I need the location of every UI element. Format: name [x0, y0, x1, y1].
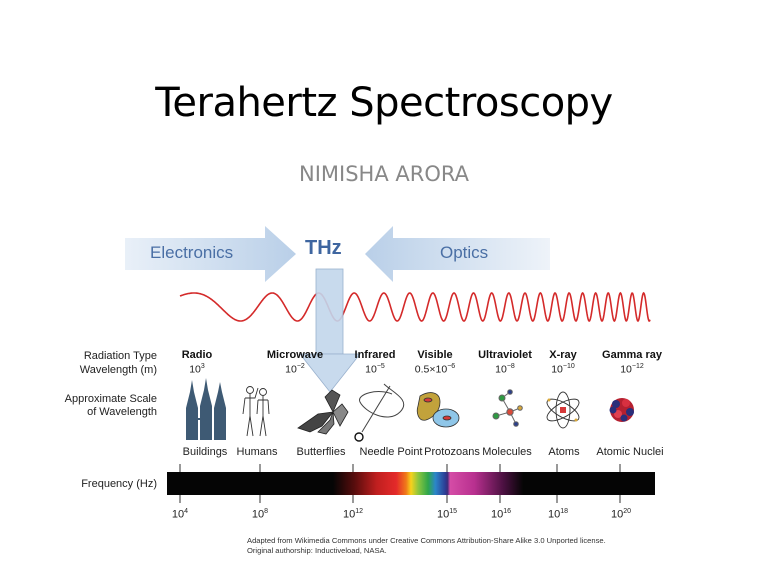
- credit-line-1: Adapted from Wikimedia Commons under Cre…: [247, 536, 606, 545]
- slide-title: Terahertz Spectroscopy: [155, 80, 613, 126]
- slide-subtitle: NIMISHA ARORA: [299, 162, 469, 186]
- electronics-label: Electronics: [150, 243, 234, 262]
- scale-butterflies: Butterflies: [296, 446, 346, 458]
- freq-tick-label: 1016: [490, 508, 512, 521]
- scale-label-line1: Approximate Scale: [64, 393, 157, 405]
- atom-icon: [546, 391, 580, 429]
- scale-buildings: Buildings: [182, 446, 228, 458]
- band-wavelength-visible: 0.5×10−6: [414, 363, 456, 376]
- freq-tick-label: 1012: [342, 508, 364, 521]
- nucleus-icon: [609, 398, 634, 422]
- scale-molecules: Molecules: [482, 446, 532, 458]
- wave-curve: [179, 291, 651, 323]
- frequency-bar: [167, 464, 655, 503]
- buildings-icon: [186, 378, 226, 440]
- band-type-microwave: Microwave: [266, 349, 324, 361]
- thz-label: THz: [305, 237, 342, 259]
- humans-icon: [242, 386, 270, 437]
- band-type-visible: Visible: [417, 349, 453, 361]
- band-type-ultraviolet: Ultraviolet: [478, 349, 532, 361]
- scale-atomic-nuclei: Atomic Nuclei: [596, 446, 664, 458]
- optics-arrow: [365, 226, 550, 282]
- band-type-infrared: Infrared: [354, 349, 396, 361]
- scale-needle-point: Needle Point: [359, 446, 423, 458]
- freq-tick-label: 108: [251, 508, 269, 521]
- band-wavelength-infrared: 10−5: [365, 363, 385, 376]
- frequency-label: Frequency (Hz): [81, 478, 157, 490]
- band-wavelength-microwave: 10−2: [285, 363, 305, 376]
- freq-tick-label: 1020: [610, 508, 632, 521]
- scale-label-line2: of Wavelength: [87, 406, 157, 418]
- scale-humans: Humans: [236, 446, 278, 458]
- figure-credit: Adapted from Wikimedia Commons under Cre…: [247, 536, 606, 556]
- band-type-xray: X-ray: [549, 349, 577, 361]
- band-wavelength-radio: 103: [189, 363, 205, 376]
- radiation-type-label: Radiation Type: [83, 350, 157, 362]
- band-type-radio: Radio: [181, 349, 213, 361]
- needle-icon: [354, 383, 405, 442]
- optics-label: Optics: [440, 243, 489, 262]
- scale-protozoans: Protozoans: [424, 446, 480, 458]
- band-wavelength-ultraviolet: 10−8: [495, 363, 515, 376]
- freq-tick-label: 1018: [547, 508, 569, 521]
- thz-arrow: [299, 268, 361, 393]
- protozoa-icon: [416, 392, 460, 428]
- band-wavelength-xray: 10−10: [551, 363, 575, 376]
- molecule-icon: [492, 389, 523, 427]
- wavelength-label: Wavelength (m): [79, 364, 157, 376]
- scale-atoms: Atoms: [548, 446, 580, 458]
- band-type-gamma: Gamma ray: [602, 349, 662, 361]
- electronics-arrow: [125, 226, 296, 282]
- butterfly-icon: [297, 389, 349, 435]
- band-wavelength-gamma: 10−12: [620, 363, 644, 376]
- freq-tick-label: 104: [171, 508, 189, 521]
- credit-line-2: Original authorship: Inductiveload, NASA…: [247, 546, 387, 555]
- freq-tick-label: 1015: [436, 508, 458, 521]
